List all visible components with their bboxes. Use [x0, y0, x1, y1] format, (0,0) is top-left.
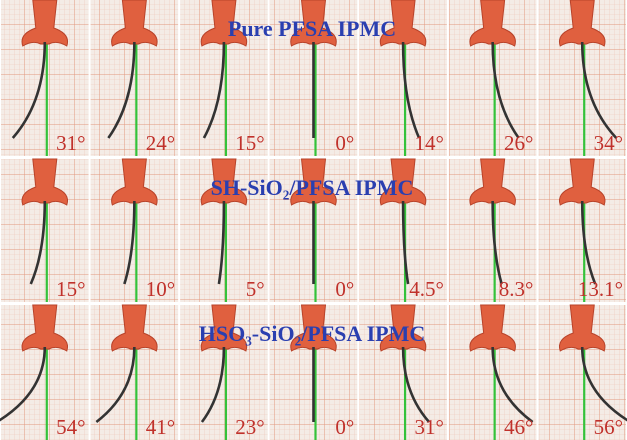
ipmc-strip — [29, 200, 47, 285]
ipmc-strip — [11, 41, 47, 139]
photo-panel: 5° — [180, 158, 268, 302]
angle-label: 10° — [146, 277, 175, 301]
clamp — [559, 158, 606, 206]
photo-panel: 56° — [538, 304, 627, 440]
angle-label: 13.1° — [578, 277, 623, 301]
photo-panel: 15° — [180, 0, 268, 156]
row-title: Pure PFSA IPMC — [228, 16, 396, 41]
photo-panel: 31° — [1, 0, 89, 156]
clamp — [379, 304, 427, 352]
angle-label: 56° — [594, 415, 623, 439]
photo-panel: 15° — [1, 158, 89, 302]
ipmc-strip — [95, 346, 136, 424]
ipmc-strip — [401, 200, 410, 285]
photo-panel: 13.1° — [538, 158, 626, 302]
angle-label: 41° — [146, 415, 175, 439]
photo-panel: 0° — [269, 158, 358, 302]
row-title: HSO₃-SiO₂/PFSA IPMC — [199, 321, 426, 346]
ipmc-strip — [0, 346, 47, 422]
clamp — [469, 304, 516, 352]
angle-label: 15° — [56, 277, 85, 301]
photo-panel: 23° — [180, 304, 268, 440]
angle-label: 4.5° — [409, 277, 444, 301]
photo-panel: 10° — [90, 158, 179, 302]
angle-label: 5° — [246, 277, 265, 301]
clamp — [290, 0, 337, 47]
ipmc-strip — [580, 41, 618, 139]
angle-label: 34° — [594, 131, 623, 155]
angle-label: 15° — [235, 131, 264, 155]
photo-panel: 24° — [90, 0, 179, 156]
angle-label: 31° — [56, 131, 85, 155]
photo-panel: 14° — [359, 0, 447, 156]
ipmc-strip — [580, 200, 597, 285]
clamp — [111, 304, 158, 352]
angle-label: 54° — [56, 415, 85, 439]
clamp — [559, 304, 606, 352]
clamp — [21, 304, 68, 352]
clamp — [469, 158, 516, 206]
ipmc-strip — [200, 346, 226, 423]
clamp — [200, 304, 248, 352]
clamp — [200, 158, 248, 206]
angle-label: 0° — [335, 277, 354, 301]
clamp — [21, 158, 68, 206]
clamp — [379, 0, 427, 47]
row-title: SH-SiO₂/PFSA IPMC — [211, 175, 414, 200]
ipmc-strip — [491, 200, 503, 285]
angle-label: 0° — [335, 131, 354, 155]
photo-panel: 4.5° — [359, 158, 447, 302]
angle-label: 14° — [414, 131, 443, 155]
clamp — [290, 158, 337, 206]
ipmc-strip — [491, 346, 534, 424]
angle-label: 23° — [235, 415, 264, 439]
photo-panel: 26° — [448, 0, 537, 156]
clamp — [379, 158, 427, 206]
ipmc-strip — [217, 200, 226, 285]
ipmc-strip — [491, 41, 520, 139]
photo-panel: 8.3° — [448, 158, 537, 302]
angle-label: 0° — [335, 415, 354, 439]
ipmc-strip — [107, 41, 136, 139]
clamp — [469, 0, 516, 47]
photo-panel: 31° — [359, 304, 447, 440]
clamp — [111, 0, 158, 47]
angle-label: 24° — [146, 131, 175, 155]
ipmc-strip — [202, 41, 226, 139]
photo-panel: 34° — [538, 0, 626, 156]
photo-panel: 0° — [269, 304, 358, 440]
photo-panel: 41° — [90, 304, 179, 440]
ipmc-strip — [123, 200, 136, 285]
photo-panel: 0° — [269, 0, 358, 156]
clamp — [111, 158, 158, 206]
photo-panel: 54° — [0, 304, 89, 440]
ipmc-strip — [401, 346, 431, 423]
photo-panel: 46° — [448, 304, 537, 440]
clamp — [559, 0, 606, 47]
angle-label: 8.3° — [499, 277, 534, 301]
ipmc-strip — [580, 346, 627, 422]
clamp — [290, 304, 337, 352]
angle-label: 26° — [504, 131, 533, 155]
angle-label: 46° — [504, 415, 533, 439]
angle-label: 31° — [414, 415, 443, 439]
clamp — [200, 0, 248, 47]
ipmc-strip — [401, 41, 421, 139]
clamp — [21, 0, 68, 47]
